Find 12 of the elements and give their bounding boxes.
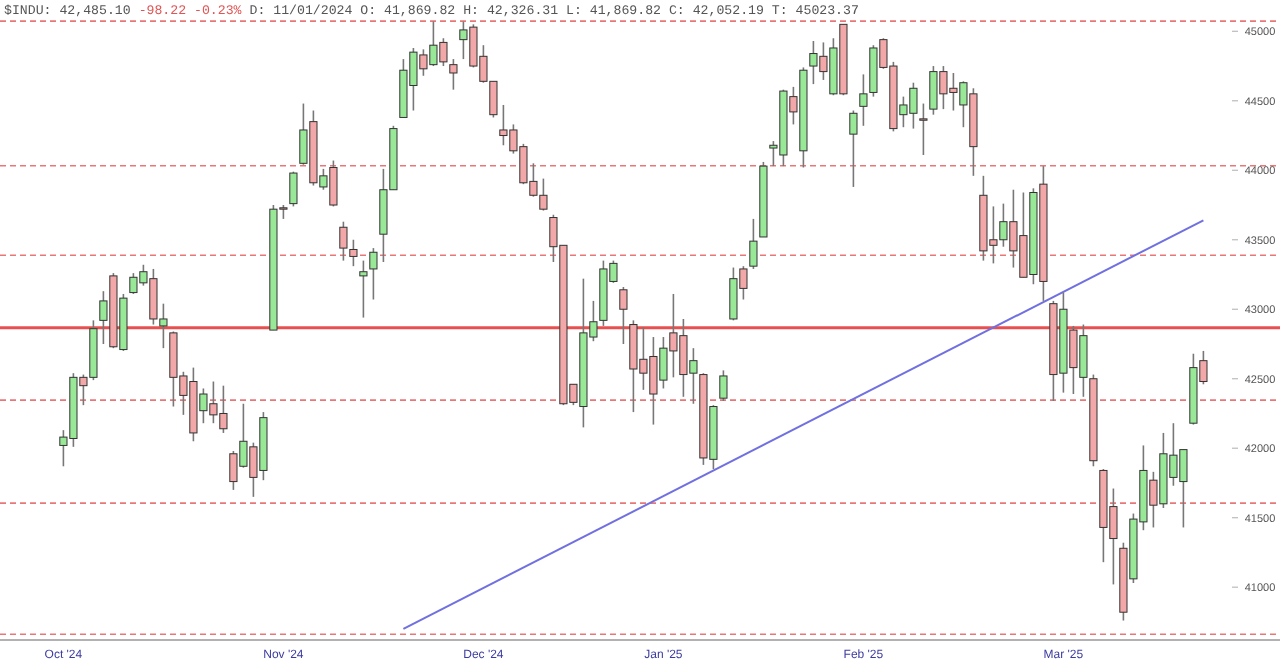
candlestick: [349, 238, 358, 267]
candlestick: [719, 369, 728, 402]
candlestick: [859, 73, 868, 127]
candlestick: [619, 286, 628, 345]
candlestick: [849, 109, 858, 188]
candlestick: [359, 259, 368, 319]
candlestick: [449, 58, 458, 91]
candlestick: [919, 102, 928, 156]
candlestick: [369, 247, 378, 301]
candlestick: [289, 170, 298, 208]
candlestick: [339, 220, 348, 262]
candlestick: [749, 218, 758, 270]
